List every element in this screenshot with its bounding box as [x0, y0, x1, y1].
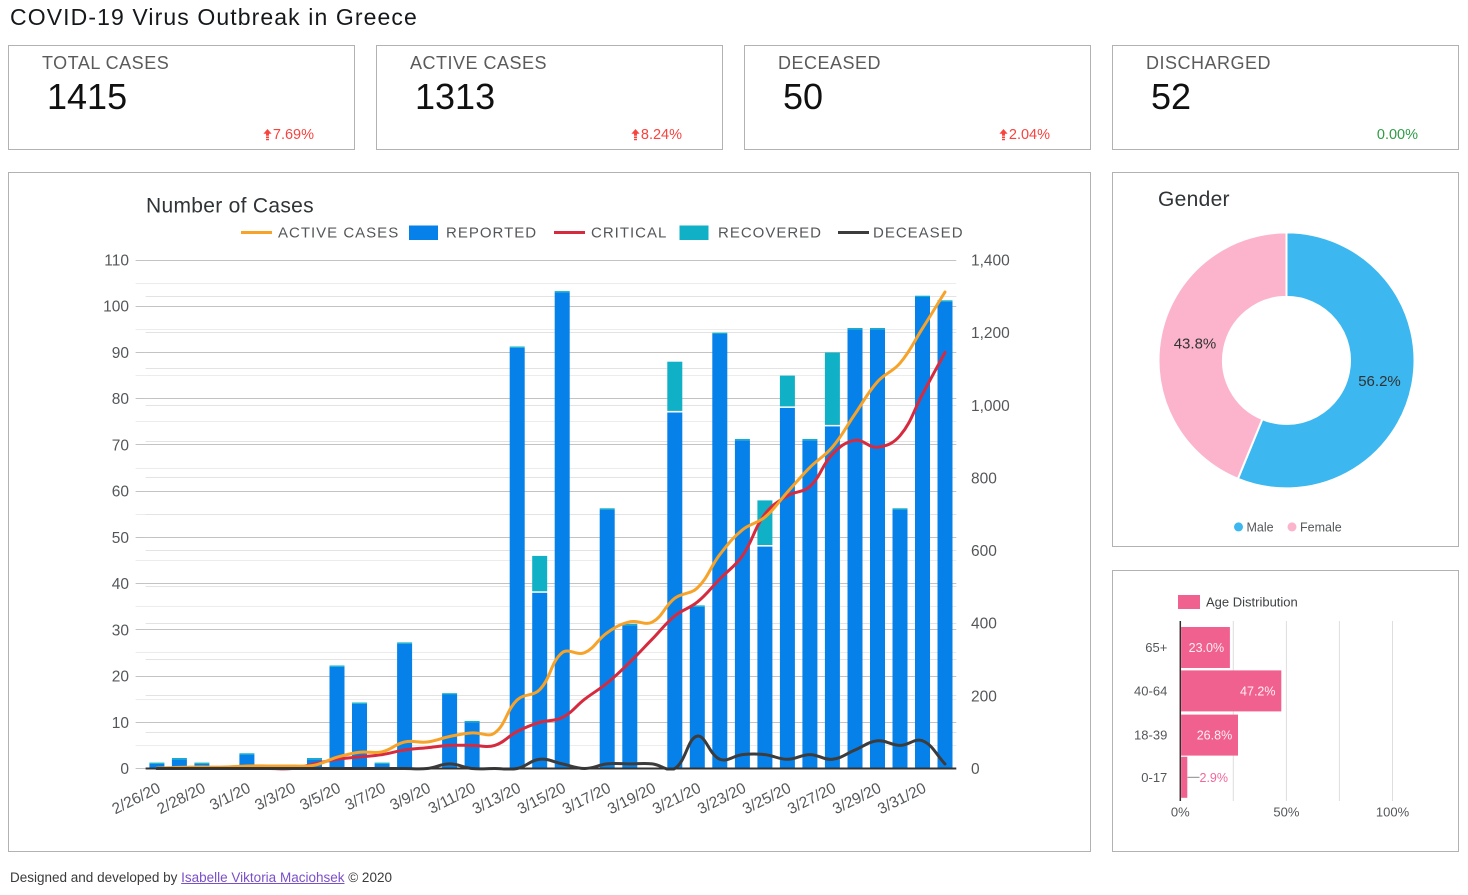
svg-text:100%: 100%	[1376, 805, 1410, 820]
svg-text:90: 90	[112, 345, 130, 362]
svg-text:0: 0	[971, 761, 980, 778]
svg-text:3/3/20: 3/3/20	[252, 780, 298, 815]
svg-text:23.0%: 23.0%	[1189, 641, 1224, 655]
svg-text:REPORTED: REPORTED	[446, 225, 537, 242]
svg-text:3/7/20: 3/7/20	[342, 780, 388, 815]
svg-text:3/17/20: 3/17/20	[560, 780, 614, 818]
svg-text:56.2%: 56.2%	[1358, 373, 1401, 390]
svg-text:60: 60	[112, 484, 130, 501]
svg-text:40: 40	[112, 576, 130, 593]
svg-text:3/29/20: 3/29/20	[830, 780, 884, 818]
svg-text:DECEASED: DECEASED	[873, 225, 964, 242]
svg-text:Gender: Gender	[1158, 188, 1230, 211]
svg-text:18-39: 18-39	[1134, 728, 1167, 743]
svg-text:50: 50	[112, 530, 130, 547]
svg-text:2.9%: 2.9%	[1200, 771, 1229, 785]
svg-text:65+: 65+	[1145, 640, 1167, 655]
svg-text:400: 400	[971, 616, 997, 633]
svg-text:3/21/20: 3/21/20	[650, 780, 704, 818]
svg-text:2/28/20: 2/28/20	[154, 780, 208, 818]
svg-text:50%: 50%	[1273, 805, 1299, 820]
svg-text:0-17: 0-17	[1141, 770, 1167, 785]
svg-text:20: 20	[112, 669, 130, 686]
svg-text:110: 110	[104, 253, 129, 270]
svg-text:3/9/20: 3/9/20	[387, 780, 433, 815]
svg-text:3/23/20: 3/23/20	[695, 780, 749, 818]
svg-text:3/5/20: 3/5/20	[297, 780, 343, 815]
svg-text:3/27/20: 3/27/20	[785, 780, 839, 818]
svg-text:3/11/20: 3/11/20	[426, 780, 479, 818]
svg-text:43.8%: 43.8%	[1174, 336, 1217, 353]
svg-text:200: 200	[971, 688, 997, 705]
svg-text:Male: Male	[1247, 520, 1274, 534]
svg-text:2/26/20: 2/26/20	[109, 780, 163, 818]
svg-text:ACTIVE CASES: ACTIVE CASES	[278, 225, 399, 242]
svg-text:3/15/20: 3/15/20	[515, 780, 569, 818]
svg-text:Number of Cases: Number of Cases	[146, 195, 314, 218]
svg-text:3/1/20: 3/1/20	[207, 780, 253, 815]
svg-text:3/13/20: 3/13/20	[470, 780, 524, 818]
svg-text:3/19/20: 3/19/20	[605, 780, 659, 818]
svg-text:600: 600	[971, 543, 997, 560]
svg-text:100: 100	[103, 299, 129, 316]
svg-text:47.2%: 47.2%	[1240, 684, 1275, 698]
svg-text:0%: 0%	[1171, 805, 1190, 820]
svg-text:1,200: 1,200	[971, 325, 1010, 342]
svg-text:40-64: 40-64	[1134, 683, 1167, 698]
svg-text:3/31/20: 3/31/20	[875, 780, 929, 818]
svg-text:1,000: 1,000	[971, 398, 1010, 415]
svg-text:30: 30	[112, 622, 130, 639]
svg-text:800: 800	[971, 470, 997, 487]
svg-text:RECOVERED: RECOVERED	[718, 225, 822, 242]
svg-text:1,400: 1,400	[971, 253, 1010, 270]
svg-text:26.8%: 26.8%	[1197, 729, 1232, 743]
svg-text:70: 70	[112, 437, 130, 454]
svg-text:80: 80	[112, 391, 130, 408]
svg-text:CRITICAL: CRITICAL	[591, 225, 667, 242]
svg-text:Age Distribution: Age Distribution	[1206, 595, 1298, 610]
svg-text:0: 0	[120, 761, 129, 778]
svg-text:Female: Female	[1300, 520, 1342, 534]
svg-text:3/25/20: 3/25/20	[740, 780, 794, 818]
svg-text:10: 10	[112, 715, 130, 732]
